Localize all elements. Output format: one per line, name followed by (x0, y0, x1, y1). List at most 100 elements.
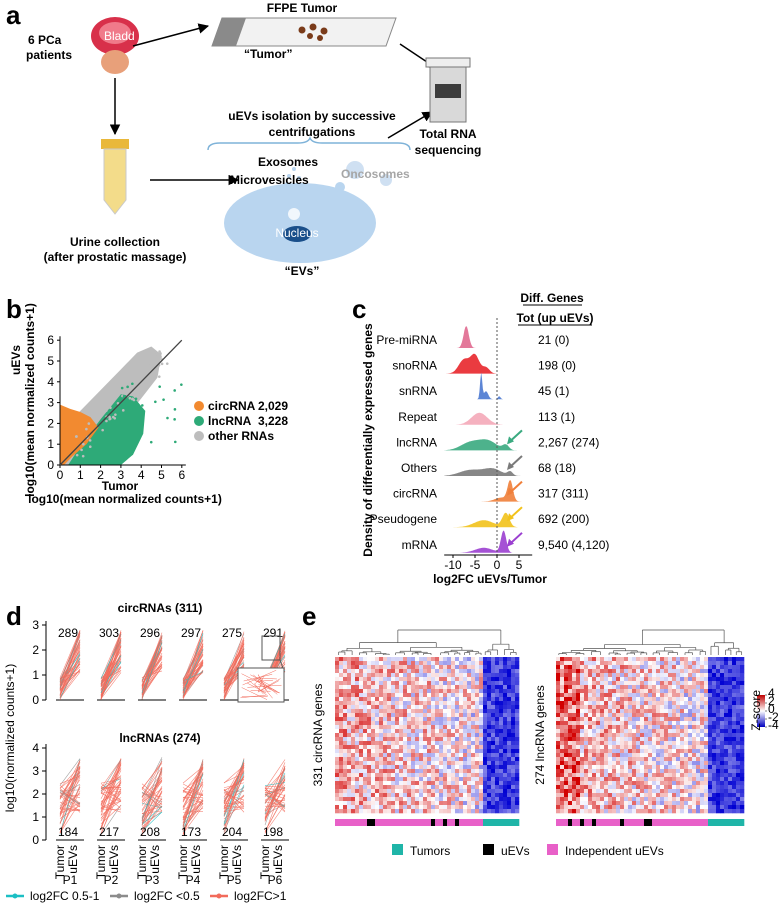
heatmap-cell (648, 717, 653, 722)
heatmap-cell (491, 741, 496, 746)
heatmap-cell (511, 713, 516, 718)
heatmap-cell (395, 757, 400, 762)
paired-line (182, 762, 204, 828)
microvesicles-label: Microvesicles (230, 173, 309, 187)
heatmap-cell (656, 805, 661, 810)
heatmap-cell (423, 805, 428, 810)
heatmap-cell (648, 797, 653, 802)
heatmap-cell (716, 705, 721, 710)
heatmap-cell (688, 737, 693, 742)
heatmap-cell (572, 797, 577, 802)
heatmap-cell (632, 701, 637, 706)
heatmap-cell (363, 789, 368, 794)
heatmap-cell (399, 725, 404, 730)
heatmap-cell (572, 777, 577, 782)
heatmap-cell (636, 781, 641, 786)
heatmap-cell (672, 725, 677, 730)
heatmap-cell (568, 685, 573, 690)
heatmap-cell (467, 805, 472, 810)
heatmap-cell (684, 773, 689, 778)
heatmap-cell (564, 713, 569, 718)
heatmap-cell (616, 721, 621, 726)
zoom-line (247, 684, 282, 688)
heatmap-cell (716, 685, 721, 690)
zoom-line (254, 675, 264, 685)
heatmap-cell (335, 693, 340, 698)
heatmap-cell (339, 765, 344, 770)
heatmap-cell (576, 757, 581, 762)
heatmap-cell (371, 697, 376, 702)
heatmap-cell (467, 669, 472, 674)
y-tick-label: 3 (32, 618, 39, 632)
heatmap-cell (576, 745, 581, 750)
heatmap-cell (600, 677, 605, 682)
heatmap-cell (335, 677, 340, 682)
heatmap-cell (672, 705, 677, 710)
heatmap-cell (668, 673, 673, 678)
heatmap-cell (371, 685, 376, 690)
row-label: lncRNA (396, 435, 437, 449)
heatmap-cell (632, 765, 637, 770)
heatmap-cell (720, 773, 725, 778)
heatmap-cell (487, 681, 492, 686)
heatmap-cell (660, 745, 665, 750)
heatmap-cell (423, 765, 428, 770)
heatmap-cell (479, 757, 484, 762)
heatmap-cell (660, 693, 665, 698)
heatmap-cell (359, 785, 364, 790)
heatmap-cell (339, 785, 344, 790)
heatmap-cell (636, 689, 641, 694)
heatmap-cell (507, 805, 512, 810)
heatmap-cell (351, 773, 356, 778)
heatmap-cell (656, 749, 661, 754)
heatmap-cell (680, 689, 685, 694)
heatmap-cell (728, 729, 733, 734)
heatmap-cell (688, 717, 693, 722)
heatmap-cell (463, 657, 468, 662)
density-ridge (444, 353, 533, 374)
heatmap-cell (740, 729, 745, 734)
heatmap-cell (636, 749, 641, 754)
oncosome (346, 161, 364, 179)
heatmap-cell (383, 689, 388, 694)
heatmap-cell (728, 801, 733, 806)
heatmap-cell (367, 777, 372, 782)
heatmap-cell (648, 801, 653, 806)
heatmap-cell (716, 797, 721, 802)
heatmap-cell (608, 689, 613, 694)
annotation-cell (728, 819, 733, 826)
heatmap-cell (391, 797, 396, 802)
heatmap-cell (423, 809, 428, 814)
heatmap-cell (616, 781, 621, 786)
heatmap-cell (568, 749, 573, 754)
y-tick-label: 1 (32, 668, 39, 682)
heatmap-cell (572, 741, 577, 746)
heatmap-cell (455, 697, 460, 702)
heatmap-cell (632, 745, 637, 750)
heatmap-cell (568, 741, 573, 746)
heatmap-cell (339, 729, 344, 734)
heatmap-cell (371, 769, 376, 774)
heatmap-cell (700, 741, 705, 746)
heatmap-cell (640, 737, 645, 742)
heatmap-cell (664, 733, 669, 738)
heatmap-cell (371, 701, 376, 706)
heatmap-cell (375, 761, 380, 766)
heatmap-cell (672, 785, 677, 790)
heatmap-cell (556, 673, 561, 678)
heatmap-cell (415, 665, 420, 670)
heatmap-cell (435, 721, 440, 726)
heatmap-cell (515, 697, 520, 702)
heatmap-cell (355, 669, 360, 674)
heatmap-cell (656, 789, 661, 794)
row-label: mRNA (402, 538, 437, 552)
heatmap-cell (395, 697, 400, 702)
heatmap-cell (435, 797, 440, 802)
scatter-dot (141, 404, 144, 407)
heatmap-cell (479, 741, 484, 746)
heatmap-cell (467, 737, 472, 742)
heatmap-cell (620, 689, 625, 694)
heatmap-cell (656, 669, 661, 674)
heatmap-cell (684, 737, 689, 742)
heatmap-cell (640, 661, 645, 666)
